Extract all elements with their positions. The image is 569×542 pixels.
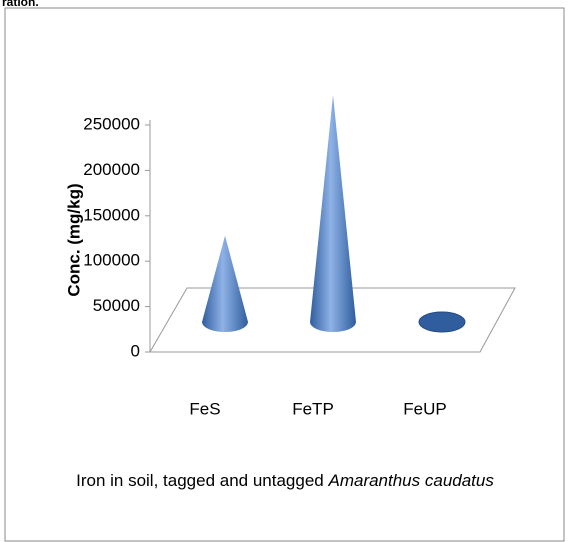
- x-axis-label: Iron in soil, tagged and untagged Amaran…: [76, 471, 494, 490]
- cone: [418, 311, 466, 333]
- cone-base: [418, 311, 466, 333]
- y-tick-label: 0: [131, 341, 140, 360]
- cone: [310, 95, 356, 332]
- y-tick-label: 100000: [83, 251, 140, 270]
- cone-body: [202, 235, 248, 332]
- y-tick-label: 50000: [93, 296, 140, 315]
- y-tick-label: 150000: [83, 205, 140, 224]
- x-tick-label: FeTP: [292, 399, 334, 418]
- x-tick-label: FeS: [189, 399, 220, 418]
- cone-body: [310, 95, 356, 332]
- chart-frame: [4, 7, 565, 542]
- page-fragment: ration.: [2, 0, 39, 9]
- y-axis-label: Conc. (mg/kg): [64, 183, 83, 296]
- x-tick-label: FeUP: [403, 399, 446, 418]
- y-tick-label: 200000: [83, 160, 140, 179]
- y-tick-label: 250000: [83, 114, 140, 133]
- x-axis-label-species: Amaranthus caudatus: [327, 471, 494, 490]
- x-axis-label-text: Iron in soil, tagged and untagged: [76, 471, 324, 490]
- cone: [202, 235, 248, 332]
